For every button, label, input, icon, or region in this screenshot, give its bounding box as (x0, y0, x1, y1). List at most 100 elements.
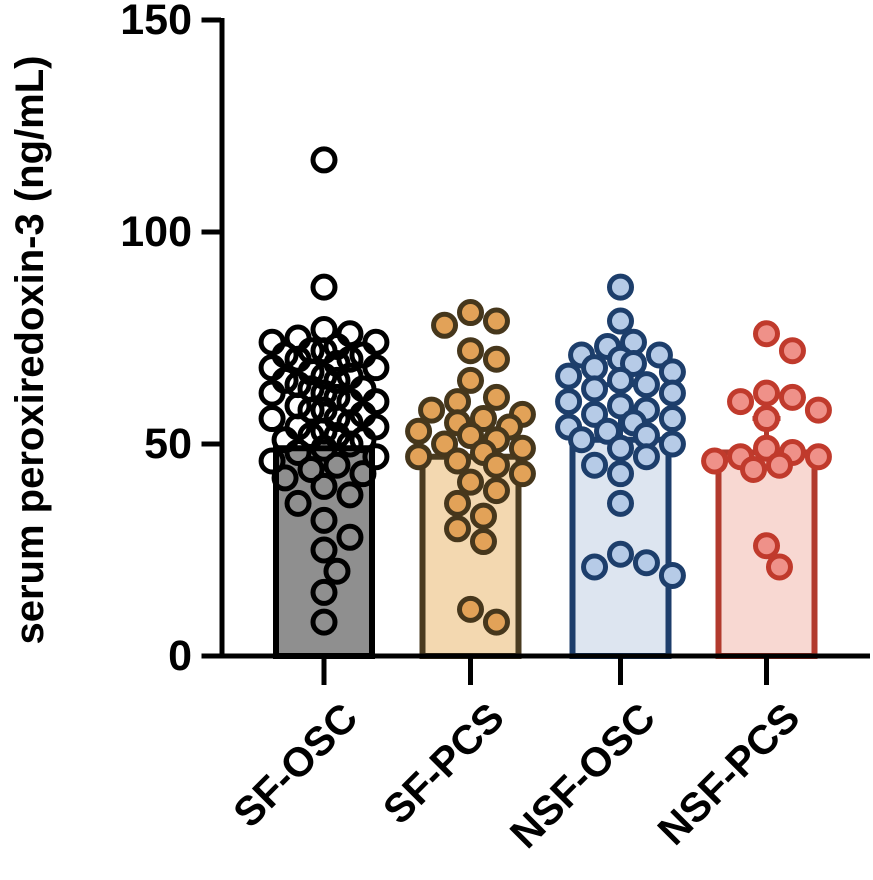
data-point (362, 354, 390, 382)
data-point (753, 379, 780, 407)
data-point (658, 430, 686, 458)
y-axis-label: serum peroxiredoxin-3 (ng/mL) (8, 55, 52, 645)
data-point (362, 443, 390, 471)
data-point (658, 405, 686, 433)
data-point (753, 434, 780, 462)
y-tick-label-0: 0 (168, 632, 192, 680)
data-point (607, 460, 634, 488)
data-point (323, 557, 351, 585)
data-point (469, 528, 497, 556)
data-point (349, 426, 377, 454)
data-point (336, 523, 364, 551)
data-point (804, 443, 832, 471)
data-point (778, 383, 806, 411)
data-point (362, 388, 390, 416)
data-point (594, 417, 622, 445)
data-point (658, 561, 686, 589)
points-nsf-osc (555, 273, 686, 589)
data-point (323, 451, 351, 479)
data-point (619, 349, 647, 377)
data-point (271, 464, 299, 492)
y-tick-label-50: 50 (144, 420, 192, 468)
axes-group (201, 17, 870, 685)
data-point (444, 515, 472, 543)
data-point (727, 388, 755, 416)
data-point (258, 354, 286, 382)
data-point (258, 405, 286, 433)
data-point (607, 307, 634, 335)
data-point (740, 455, 768, 483)
data-point (482, 451, 510, 479)
data-point (469, 502, 497, 530)
data-point (310, 417, 338, 445)
data-point (431, 430, 459, 458)
data-point (607, 366, 634, 394)
points-group (258, 146, 832, 636)
data-point (310, 506, 338, 534)
data-point (336, 345, 364, 373)
data-point (457, 595, 484, 623)
data-point (753, 320, 780, 348)
data-point (778, 337, 806, 365)
data-point (310, 608, 338, 636)
data-point (607, 434, 634, 462)
data-point (457, 337, 484, 365)
data-point (310, 434, 338, 462)
data-point (765, 553, 793, 581)
data-point (418, 396, 446, 424)
points-sf-osc (258, 146, 390, 636)
data-point (405, 443, 433, 471)
data-point (581, 553, 609, 581)
data-point (284, 438, 312, 466)
data-point (349, 460, 377, 488)
bar-sf-osc (273, 445, 375, 659)
data-point (362, 413, 390, 441)
data-point (508, 460, 536, 488)
data-point (632, 443, 660, 471)
data-point (258, 379, 286, 407)
data-point (457, 468, 484, 496)
data-point (310, 273, 338, 301)
data-point (310, 578, 338, 606)
data-point (444, 447, 472, 475)
data-point (581, 451, 609, 479)
data-point (297, 455, 325, 483)
data-point (482, 477, 510, 505)
data-point (555, 388, 583, 416)
data-point (431, 311, 459, 339)
data-point (607, 273, 634, 301)
data-point (297, 396, 325, 424)
data-point (310, 146, 338, 174)
data-point (310, 379, 338, 407)
data-point (753, 405, 780, 433)
points-nsf-pcs (701, 320, 832, 581)
data-point (765, 451, 793, 479)
data-point (284, 489, 312, 517)
data-point (482, 307, 510, 335)
data-point (482, 608, 510, 636)
data-point (482, 345, 510, 373)
data-point (405, 417, 433, 445)
data-point (310, 472, 338, 500)
data-point (336, 430, 364, 458)
data-point (804, 396, 832, 424)
data-point (258, 328, 286, 356)
data-point (555, 362, 583, 390)
y-tick-label-150: 150 (120, 0, 192, 44)
data-point (607, 392, 634, 420)
data-point (444, 489, 472, 517)
data-point (581, 375, 609, 403)
data-point (581, 400, 609, 428)
data-point (336, 320, 364, 348)
y-tick-label-100: 100 (120, 208, 192, 256)
points-sf-pcs (405, 299, 536, 636)
data-point (607, 540, 634, 568)
data-point (753, 532, 780, 560)
data-point (258, 447, 286, 475)
data-point (645, 341, 673, 369)
data-point (508, 434, 536, 462)
data-point (457, 299, 484, 327)
data-point (482, 383, 510, 411)
